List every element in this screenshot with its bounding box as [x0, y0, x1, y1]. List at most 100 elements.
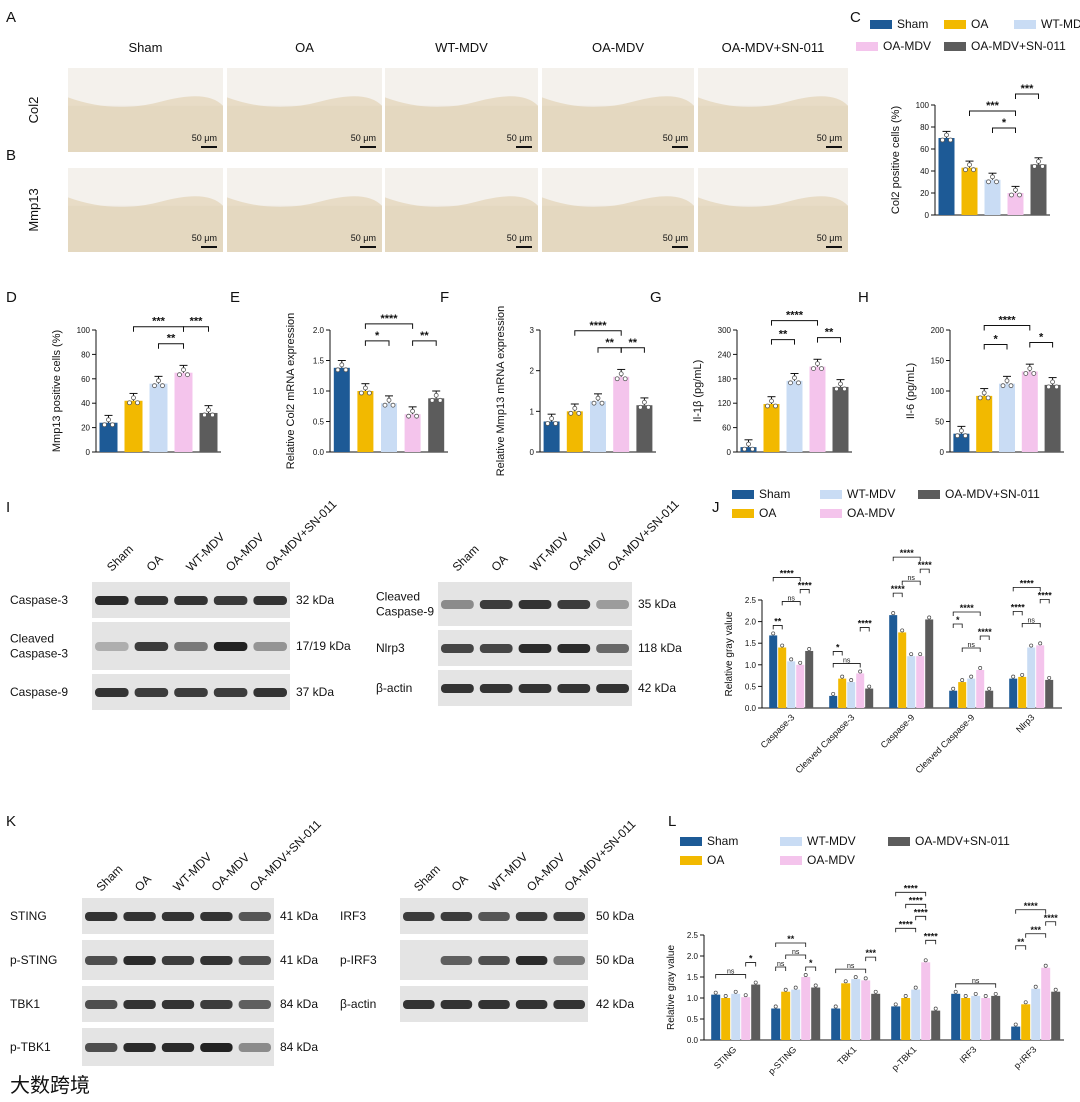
legend-label: OA [759, 506, 776, 520]
significance-bracket [412, 340, 437, 346]
significance-bracket [771, 320, 818, 326]
legend-c: Sham OA WT-MDV OA-MDV OA-MDV+SN-011 [856, 17, 1080, 53]
y-tick-label: 0 [940, 448, 945, 457]
data-point [1013, 1022, 1018, 1027]
data-point [366, 390, 372, 396]
data-point [339, 362, 345, 368]
x-category-label: IRF3 [958, 1044, 979, 1065]
y-tick-label: 2.5 [687, 931, 699, 940]
legend-label: WT-MDV [1041, 17, 1080, 31]
bar [856, 673, 865, 708]
histology-stain-region [542, 196, 694, 252]
data-point [963, 167, 968, 173]
significance-bracket [961, 647, 981, 652]
data-point [746, 441, 751, 447]
legend-swatch [680, 837, 702, 846]
data-point [891, 611, 896, 616]
significance-label: *** [1021, 83, 1035, 95]
data-point [771, 631, 776, 636]
blot-band [478, 956, 510, 965]
data-point [599, 400, 605, 406]
data-point [152, 383, 157, 389]
bar [357, 391, 374, 452]
data-point [549, 416, 554, 421]
bar [149, 383, 168, 452]
data-point [987, 686, 992, 691]
significance-label: **** [891, 584, 906, 594]
data-point [951, 686, 956, 691]
blot-lane-label: OA-MDV [524, 850, 568, 894]
bar [740, 447, 757, 452]
data-point [591, 400, 597, 406]
scale-bar-label: 50 μm [192, 133, 217, 143]
bar [99, 422, 118, 452]
histology-group-label: OA-MDV+SN-011 [722, 40, 825, 55]
bar [1031, 988, 1041, 1040]
blot-band [253, 642, 287, 651]
bar [791, 989, 801, 1040]
data-point [971, 167, 976, 173]
significance-label: ** [605, 337, 614, 349]
bar [811, 987, 821, 1040]
significance-bracket [771, 339, 795, 345]
blot-band [238, 1000, 271, 1009]
blot-band [123, 1000, 156, 1009]
bar [711, 994, 721, 1040]
significance-label: ns [967, 642, 975, 649]
x-category-label: Caspase-9 [879, 712, 917, 750]
data-point [568, 410, 574, 416]
significance-label: **** [924, 931, 939, 941]
blot-row-label: Nlrp3 [376, 641, 405, 655]
significance-label: *** [865, 948, 876, 958]
data-point [973, 991, 978, 996]
significance-label: ** [825, 327, 834, 339]
blot-band [123, 912, 156, 921]
significance-bracket [859, 627, 870, 632]
legend-swatch [856, 42, 878, 51]
data-point [903, 994, 908, 998]
significance-label: **** [1038, 590, 1053, 600]
data-point [386, 397, 392, 403]
bar [805, 650, 814, 708]
data-point [1013, 187, 1018, 193]
data-point [843, 979, 848, 984]
legend-swatch [732, 490, 754, 499]
blot-band [161, 912, 195, 921]
blot-kda-label: 37 kDa [296, 685, 334, 699]
significance-label: **** [798, 580, 813, 590]
data-point [410, 408, 416, 414]
blot-band [213, 688, 248, 697]
significance-label: *** [190, 316, 204, 328]
bar [961, 167, 978, 215]
bar [985, 690, 994, 708]
blot-band [479, 644, 513, 653]
legend-swatch [944, 20, 966, 29]
data-point [1033, 984, 1038, 989]
bar [1030, 164, 1047, 215]
blot-lane-label: WT-MDV [486, 850, 530, 894]
y-tick-label: 120 [718, 399, 732, 408]
y-tick-label: 1.5 [745, 639, 757, 648]
data-point [842, 386, 847, 392]
histology-stain-region [698, 196, 848, 252]
histology-stain-region [68, 96, 223, 152]
blot-band [161, 956, 195, 965]
blot-band [518, 684, 552, 693]
data-point [576, 410, 582, 416]
data-point [789, 657, 794, 662]
significance-bracket [799, 589, 810, 594]
legend-swatch [944, 42, 966, 51]
data-point [1043, 963, 1048, 968]
x-category-label: Cleaved Caspase-3 [793, 712, 856, 775]
blot-row-label: Caspase-9 [10, 685, 68, 699]
blot-lane-label: Sham [450, 542, 482, 574]
blot-band [95, 596, 129, 605]
y-tick-label: 0.0 [313, 448, 325, 457]
blot-band [238, 1043, 271, 1052]
bar [865, 688, 874, 708]
significance-bracket [1045, 921, 1057, 926]
significance-label: ** [420, 330, 429, 342]
significance-label: **** [858, 618, 873, 628]
